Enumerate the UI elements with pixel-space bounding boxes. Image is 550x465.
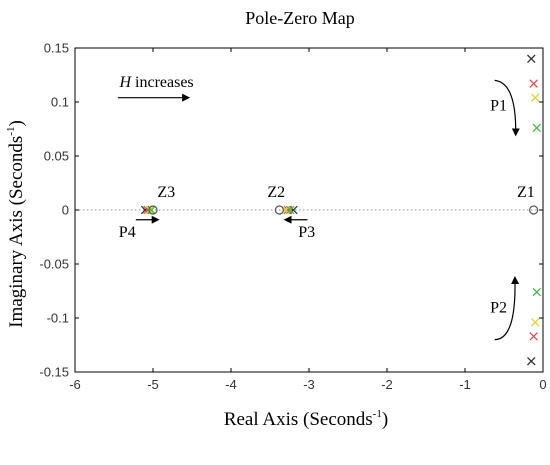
pole-zero-markers — [140, 54, 542, 366]
x-axis-label-text: Real Axis (Seconds — [224, 409, 373, 430]
axis-ticks: -6 -5 -4 -3 -2 -1 0 0.15 0.1 0.05 0 -0.05 -0.1 -0.15 — [39, 41, 546, 393]
annotation-p1: P1 — [490, 98, 507, 115]
pole-marker — [147, 205, 156, 215]
h-variable: H — [118, 74, 132, 91]
y-axis-label: Imaginary Axis (Seconds-1) — [5, 120, 27, 328]
annotation-p4: P4 — [119, 224, 136, 241]
pole-marker — [530, 93, 540, 102]
chart-title: Pole-Zero Map — [245, 8, 354, 28]
y-axis-label-superscript: -1 — [5, 127, 17, 136]
pole-marker — [529, 332, 538, 341]
x-tick-label: -4 — [225, 377, 237, 392]
x-axis-label: Real Axis (Seconds-1) — [224, 408, 388, 430]
y-axis-label-text: Imaginary Axis (Seconds — [6, 136, 27, 328]
y-tick-label: 0.05 — [44, 149, 69, 164]
pole-marker — [529, 79, 538, 88]
pole-marker — [532, 123, 542, 133]
trajectory-arrows — [117, 79, 520, 341]
zero-marker — [148, 205, 158, 215]
p1-trajectory-arrow — [494, 79, 520, 137]
annotation-p2: P2 — [490, 300, 507, 317]
x-axis-label-superscript: -1 — [373, 408, 382, 420]
annotation-z2: Z2 — [267, 184, 285, 201]
pole-marker — [145, 205, 155, 215]
annotation-p3: P3 — [298, 224, 315, 241]
x-tick-label: -2 — [381, 377, 393, 392]
increases-text: increases — [131, 74, 194, 91]
annotation-z1: Z1 — [517, 184, 535, 201]
y-tick-label: 0.1 — [51, 95, 69, 110]
pole-marker — [530, 318, 540, 327]
y-tick-label: -0.15 — [39, 365, 69, 380]
y-axis-label-close: ) — [6, 120, 27, 126]
y-tick-label: 0 — [62, 203, 69, 218]
zero-marker — [529, 205, 539, 215]
zero-marker — [274, 205, 284, 215]
pole-marker — [527, 356, 536, 366]
x-axis-label-close: ) — [382, 409, 388, 430]
p2-trajectory-arrow — [494, 276, 520, 341]
x-tick-label: 0 — [539, 377, 546, 392]
pole-marker — [286, 205, 295, 215]
h-increases-note: H increases — [118, 74, 193, 91]
y-tick-label: 0.15 — [44, 41, 69, 56]
x-tick-label: -3 — [303, 377, 315, 392]
x-tick-label: -1 — [459, 377, 471, 392]
pole-marker — [283, 205, 293, 215]
x-tick-label: -6 — [69, 377, 81, 392]
plot-area: -6 -5 -4 -3 -2 -1 00.150.10.050-0.05-0.1-0.15 … — [39, 41, 546, 393]
pole-marker — [532, 287, 542, 297]
pole-marker — [527, 54, 536, 64]
y-tick-label: -0.1 — [47, 311, 69, 326]
annotation-z3: Z3 — [157, 184, 175, 201]
x-tick-label: -5 — [147, 377, 159, 392]
annotations: Z1 Z2 Z3 P1 P2 P3 P4 — [119, 98, 535, 317]
y-tick-label: -0.05 — [39, 257, 69, 272]
